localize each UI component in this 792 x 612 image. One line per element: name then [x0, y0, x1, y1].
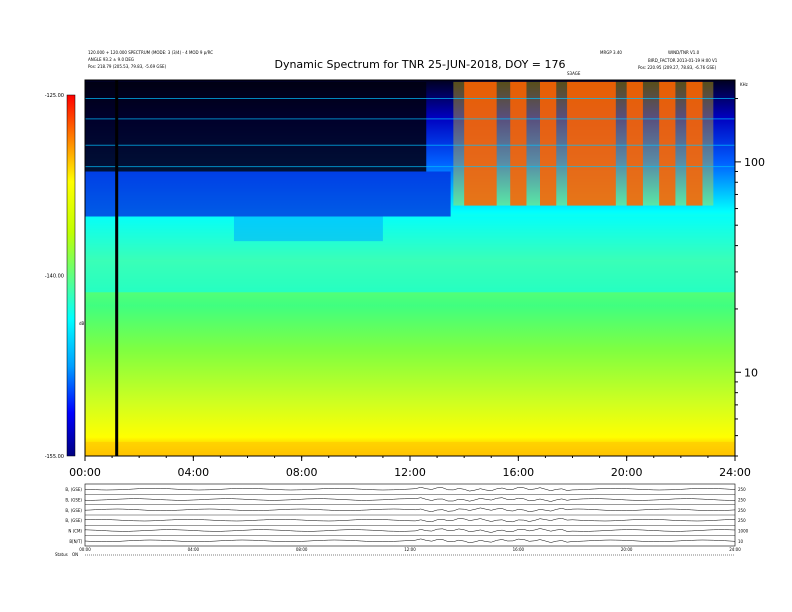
panel-trace-4: [84, 528, 736, 533]
colorbar: [67, 95, 75, 456]
panel-scale-2: 250: [738, 508, 746, 513]
status-value: ON: [72, 552, 78, 557]
header-right-line3: Pos: 220.95 (209.27, 78.83, -6.76 GSE): [638, 65, 717, 70]
panel-scale-1: 250: [738, 498, 746, 503]
x-tick-label-3: 12:00: [394, 466, 426, 479]
colorbar-tick-label-0: -125.00: [45, 93, 64, 99]
panel-scale-3: 250: [738, 518, 746, 523]
colorbar-tick-label-1: -140.00: [45, 274, 64, 280]
panel-label-2: B, (GSE): [65, 508, 82, 513]
panel-trace-2: [84, 507, 736, 512]
lower-x-tick-label-6: 24:00: [729, 547, 741, 552]
x-tick-label-5: 20:00: [611, 466, 643, 479]
spectrum-floor: [85, 442, 735, 456]
y-tick-label-1: 10: [744, 366, 758, 379]
burst-red-4: [626, 81, 643, 206]
burst-red-0: [464, 81, 497, 206]
panel-label-1: B, (GSE): [65, 498, 82, 503]
lower-x-tick-label-0: 00:00: [79, 547, 91, 552]
panel-scale-5: 10: [738, 539, 744, 544]
burst-red-6: [686, 81, 703, 206]
header-left-line2: ANGLE 93.2 ± 9.0 DEG: [88, 57, 134, 62]
panel-label-4: N (CM): [68, 529, 82, 534]
data-gap-line: [115, 80, 119, 456]
burst-yellow-envelope: [453, 81, 714, 206]
status-label: Status: [55, 552, 68, 557]
chart-title: Dynamic Spectrum for TNR 25-JUN-2018, DO…: [274, 58, 566, 71]
panel-trace-3: [84, 518, 736, 523]
colorbar-unit-label: dB: [79, 321, 85, 326]
header-right-line1: WIND/TNR V1.0: [668, 50, 700, 55]
panel-label-0: B, (GSE): [65, 487, 82, 492]
header-left-line3: Pos: 218.79 (205.53, 79.83, -5.69 GSE): [88, 64, 167, 69]
quiet-band-blue: [85, 171, 451, 217]
burst-red-3: [567, 81, 616, 206]
panel-trace-0: [84, 487, 736, 492]
header-mid-right: MRGP 3.40: [600, 50, 622, 55]
lower-x-tick-label-5: 20:00: [621, 547, 633, 552]
panel-label-3: B, (GSE): [65, 518, 82, 523]
x-tick-label-1: 04:00: [177, 466, 209, 479]
x-tick-label-6: 24:00: [719, 466, 751, 479]
lower-x-tick-label-4: 16:00: [513, 547, 525, 552]
panel-trace-5: [84, 538, 736, 544]
lower-x-tick-label-1: 04:00: [188, 547, 200, 552]
y-tick-label-0: 100: [744, 156, 765, 169]
panel-label-5: B[N/T]: [69, 539, 82, 544]
panel-scale-0: 250: [738, 487, 746, 492]
quiet-band-dark: [85, 81, 427, 172]
header-left-line1: 120.000 + 120.000 SPECTRUM (MODE: 3 (3/4…: [88, 50, 213, 55]
x-tick-label-4: 16:00: [502, 466, 534, 479]
top-marker-label: S3AGE: [567, 71, 581, 76]
frequency-unit-label: KHz: [740, 82, 748, 87]
header-right-line2: BIRD_FACTOR 2013-01-19 H:00 V1: [648, 58, 718, 63]
burst-red-5: [659, 81, 676, 206]
x-tick-label-0: 00:00: [69, 466, 101, 479]
burst-red-2: [540, 81, 557, 206]
lower-x-tick-label-3: 12:00: [404, 547, 416, 552]
burst-red-1: [510, 81, 527, 206]
x-tick-label-2: 08:00: [286, 466, 318, 479]
panel-trace-1: [84, 497, 735, 502]
colorbar-tick-label-2: -155.00: [45, 454, 64, 460]
panel-scale-4: 1000: [738, 529, 749, 534]
cyan-band: [85, 216, 735, 293]
lower-x-tick-label-2: 08:00: [296, 547, 308, 552]
colorbar-frame: [66, 94, 76, 457]
